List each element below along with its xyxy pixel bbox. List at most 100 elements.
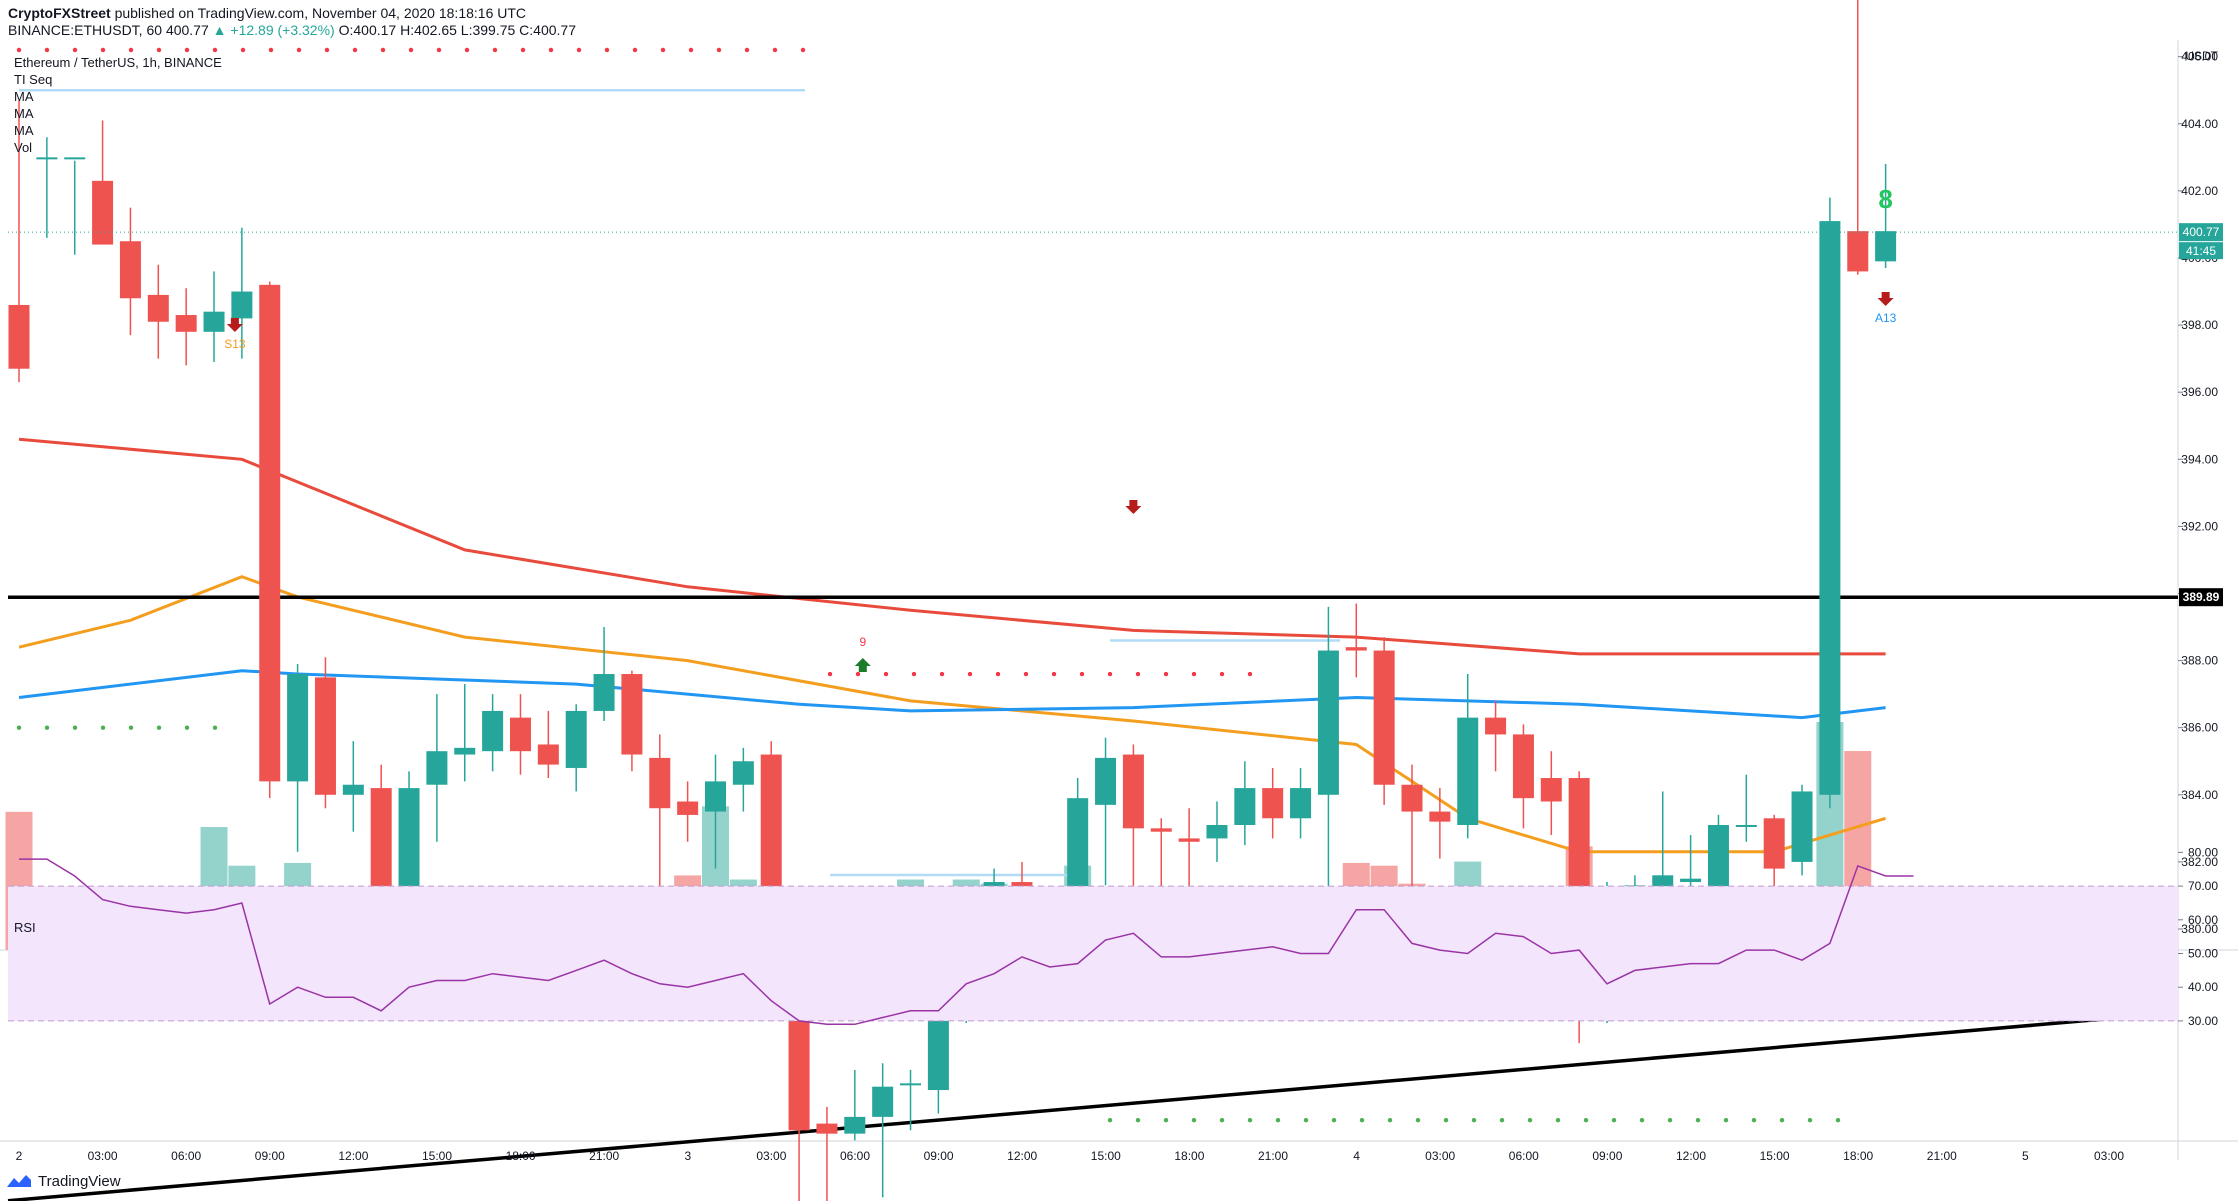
- x-tick-label: 12:00: [1007, 1149, 1037, 1163]
- x-tick-label: 06:00: [840, 1149, 870, 1163]
- a13-label: A13: [1875, 311, 1897, 325]
- x-tick-label: 4: [1353, 1149, 1360, 1163]
- countdown-tag: [2179, 242, 2223, 260]
- y-tick-label: 386.00: [2181, 721, 2218, 735]
- x-tick-label: 12:00: [1676, 1149, 1706, 1163]
- y-tick-label: 392.00: [2181, 519, 2218, 533]
- x-tick-label: 06:00: [1509, 1149, 1539, 1163]
- x-tick-label: 18:00: [1843, 1149, 1873, 1163]
- candle-body: [1373, 650, 1395, 785]
- candle-body: [36, 157, 58, 160]
- seq-dot: [380, 47, 386, 53]
- legend-item-ma-3[interactable]: MA: [14, 123, 34, 138]
- legend-item-ma-1[interactable]: MA: [14, 89, 34, 104]
- level-price-tag: [2179, 588, 2223, 607]
- moving-average-1: [18, 437, 1886, 656]
- y-tick-label: 388.00: [2181, 654, 2218, 668]
- seq-dot: [660, 47, 666, 53]
- candle-body: [147, 294, 169, 322]
- seq-dot: [744, 47, 750, 53]
- candle-body: [677, 801, 699, 815]
- rsi-label[interactable]: RSI: [14, 920, 36, 935]
- candle-body: [1847, 231, 1869, 272]
- publisher-name[interactable]: CryptoFXStreet: [8, 5, 111, 21]
- seq-dot: [1191, 1118, 1197, 1123]
- seq-dot: [1331, 1118, 1337, 1123]
- seq-dot: [1499, 1118, 1505, 1123]
- seq-dot: [883, 671, 889, 677]
- candle-body: [1150, 828, 1172, 832]
- seq-dot: [1135, 1118, 1141, 1123]
- seq-dot: [128, 725, 134, 730]
- rsi-line: [19, 858, 1914, 1026]
- y-tick-label: 382.00: [2181, 855, 2218, 869]
- seq-dot: [995, 671, 1001, 677]
- candle-body: [1540, 778, 1562, 802]
- seq-dot: [1471, 1118, 1477, 1123]
- seq-dot: [1583, 1118, 1589, 1123]
- seq-dot: [436, 47, 442, 53]
- candle-body: [1234, 788, 1256, 825]
- seq-dot: [939, 671, 945, 677]
- candle-body: [1735, 824, 1757, 827]
- candle-body: [1485, 717, 1507, 735]
- seq-dot: [604, 47, 610, 53]
- indicator-legend: Ethereum / TetherUS, 1h, BINANCE TI Seq …: [14, 54, 222, 156]
- buy-arrow-icon: [854, 658, 871, 672]
- seq-dot: [1163, 671, 1169, 677]
- seq-dot: [827, 671, 833, 677]
- x-tick-label: 09:00: [255, 1149, 285, 1163]
- candle-body: [900, 1083, 922, 1086]
- td-count-label: 8: [1878, 184, 1892, 214]
- seq-dot: [1807, 1118, 1813, 1123]
- seq-dot: [100, 47, 106, 53]
- candle-body: [1791, 791, 1813, 862]
- seq-dot: [408, 47, 414, 53]
- candle-body: [426, 751, 448, 785]
- seq-dot: [1359, 1118, 1365, 1123]
- candle-body: [1707, 824, 1729, 889]
- seq-dot: [1779, 1118, 1785, 1123]
- seq-dot: [184, 47, 190, 53]
- x-tick-label: 03:00: [756, 1149, 786, 1163]
- candle-body: [1290, 788, 1312, 819]
- rsi-tick-label: 50.00: [2188, 947, 2218, 961]
- seq-dot: [184, 725, 190, 730]
- seq-dot: [632, 47, 638, 53]
- candle-body: [8, 304, 30, 369]
- candle-body: [64, 157, 86, 160]
- td-support-dots-2: [1107, 1118, 1841, 1123]
- ascending-trendline: [7, 1014, 2137, 1201]
- seq-dot: [800, 47, 806, 53]
- candle-body: [649, 757, 671, 809]
- seq-dot: [1079, 671, 1085, 677]
- publisher-line: CryptoFXStreet published on TradingView.…: [8, 5, 526, 21]
- candle-body: [370, 788, 392, 903]
- rsi-tick-label: 80.00: [2188, 845, 2218, 859]
- candle-body: [1680, 878, 1702, 883]
- td-resistance-dots-2: [827, 671, 1253, 677]
- candle-body: [621, 674, 643, 755]
- seq-dot: [212, 47, 218, 53]
- legend-item-ma-2[interactable]: MA: [14, 106, 34, 121]
- x-tick-label: 21:00: [589, 1149, 619, 1163]
- legend-item-vol[interactable]: Vol: [14, 140, 33, 155]
- seq-dot: [16, 725, 22, 730]
- seq-dot: [1527, 1118, 1533, 1123]
- last-price-label: 400.77: [2183, 225, 2220, 239]
- seq-dot: [240, 47, 246, 53]
- seq-dot: [1023, 671, 1029, 677]
- candle-body: [1401, 784, 1423, 812]
- seq-dot: [128, 47, 134, 53]
- td-support-dots-1: [16, 725, 218, 730]
- seq-dot: [72, 725, 78, 730]
- seq-dot: [1107, 1118, 1113, 1123]
- tradingview-logo[interactable]: TradingView: [6, 1172, 121, 1190]
- last-price: 400.77: [165, 22, 209, 38]
- seq-dot: [548, 47, 554, 53]
- x-tick-label: 15:00: [1760, 1149, 1790, 1163]
- seq-dot: [1387, 1118, 1393, 1123]
- legend-item-ti-seq[interactable]: TI Seq: [14, 72, 53, 87]
- x-tick-label: 21:00: [1927, 1149, 1957, 1163]
